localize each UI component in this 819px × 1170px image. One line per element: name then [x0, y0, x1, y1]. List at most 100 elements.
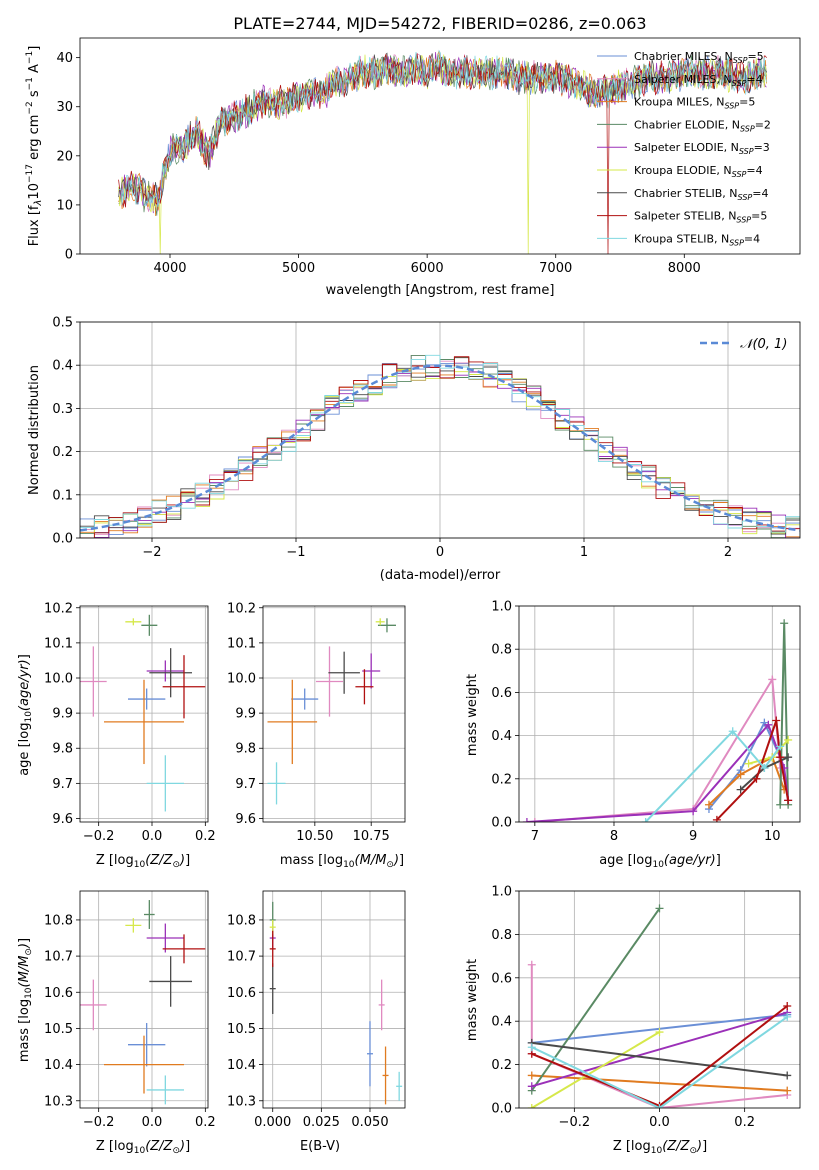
legend-entry: Chabrier MILES, NSSP=5 [634, 50, 764, 65]
series-marker [736, 785, 745, 794]
p5-xlabel: age [log10(age/yr)] [599, 853, 721, 870]
y-tick-label: 0.0 [491, 1102, 512, 1117]
y-tick-label: 10.3 [44, 1094, 73, 1109]
series-line [530, 907, 661, 1092]
spectrum-legend: Chabrier MILES, NSSP=5 Salpeter MILES, NS… [597, 50, 771, 247]
series-marker [704, 800, 713, 809]
p8-ylabel: mass weight [465, 959, 480, 1041]
y-tick-label: 10.8 [44, 913, 73, 928]
x-tick-label: 6000 [411, 261, 444, 276]
mass-vs-ebv-panel: 0.000 0.025 0.050 10.3 10.4 10.5 10.6 10.7 10.8 [227, 890, 406, 1130]
x-tick-label: 10.50 [296, 829, 333, 844]
y-tick-label: 10.0 [227, 672, 256, 687]
x-tick-label: 0.2 [734, 1115, 755, 1130]
series-line [644, 729, 782, 822]
x-tick-label: −2 [142, 545, 161, 560]
legend-entry: Kroupa MILES, NSSP=5 [634, 96, 755, 111]
series-marker [712, 815, 721, 822]
series-marker [527, 1043, 536, 1052]
y-tick-label: 9.8 [52, 742, 73, 757]
histogram-xlabel: (data-model)/error [380, 568, 501, 583]
y-tick-label: 10.2 [227, 601, 256, 616]
y-tick-label: 10.0 [44, 672, 73, 687]
series-lines [527, 904, 792, 1108]
y-tick-label: 1.0 [491, 885, 512, 900]
x-tick-label: −0.2 [83, 1115, 115, 1130]
series-line [531, 1074, 788, 1092]
legend-entry: Kroupa STELIB, NSSP=4 [634, 232, 760, 247]
x-tick-label: −0.2 [559, 1115, 591, 1130]
y-tick-label: 0.8 [491, 928, 512, 943]
y-tick-label: 0.4 [491, 729, 512, 744]
y-tick-label: 0.1 [52, 488, 73, 503]
legend-entry: Salpeter STELIB, NSSP=5 [634, 210, 767, 225]
x-tick-label: 10.75 [353, 829, 390, 844]
y-tick-label: 9.7 [52, 777, 73, 792]
mass-weight-vs-age-panel: 7 8 9 10 0.0 0.2 0.4 0.6 0.8 1.0 [491, 600, 801, 844]
x-tick-label: 0.025 [303, 1115, 340, 1130]
y-tick-label: 10.8 [227, 913, 256, 928]
y-tick-label: 10.7 [44, 950, 73, 965]
histogram-bars [80, 354, 800, 538]
series-marker [744, 759, 753, 768]
x-tick-label: 0 [436, 545, 444, 560]
series-marker [527, 960, 536, 969]
series-line [530, 964, 788, 1108]
y-tick-label: 0.2 [52, 445, 73, 460]
x-tick-label: 0.2 [195, 1115, 216, 1130]
series-marker [783, 1071, 792, 1080]
series-marker [776, 800, 785, 809]
y-tick-label: 10.5 [227, 1022, 256, 1037]
y-tick-label: 20 [56, 149, 73, 164]
axes-frame [262, 605, 406, 823]
axes-frame [262, 890, 406, 1109]
y-tick-label: 0 [65, 248, 73, 263]
x-tick-label: −1 [286, 545, 305, 560]
svg-text:𝒩(0, 1): 𝒩(0, 1) [740, 337, 787, 352]
axes-frame [79, 37, 801, 255]
axes-frame [79, 321, 801, 539]
series-marker [655, 1104, 664, 1108]
y-tick-label: 0.3 [52, 402, 73, 417]
series-marker [784, 796, 793, 805]
axes-frame [79, 890, 209, 1109]
p3-ylabel: age [log10(age/yr)] [17, 654, 34, 776]
figure-title: PLATE=2744, MJD=54272, FIBERID=0286, z=0… [233, 14, 646, 33]
y-tick-label: 10.1 [227, 636, 256, 651]
x-tick-label: 5000 [282, 261, 315, 276]
mass-vs-metallicity-panel: −0.2 0.0 0.2 10.3 10.4 10.5 10.6 10.7 10.8 [44, 890, 216, 1130]
series-line [534, 676, 782, 822]
series-line [531, 1031, 661, 1108]
y-tick-label: 9.9 [235, 707, 256, 722]
mass-weight-vs-metallicity-panel: −0.2 0.0 0.2 0.0 0.2 0.4 0.6 0.8 1.0 [491, 885, 801, 1130]
x-tick-label: 0.2 [195, 829, 216, 844]
x-tick-label: 0.000 [254, 1115, 291, 1130]
series-marker [641, 818, 650, 822]
x-tick-label: 0.0 [649, 1115, 670, 1130]
y-tick-label: 10.4 [227, 1058, 256, 1073]
y-tick-label: 9.6 [235, 812, 256, 827]
series-marker [776, 753, 785, 762]
y-tick-label: 10 [56, 198, 73, 213]
residual-histogram-panel: −2 −1 0 1 2 0.0 0.1 0.2 0.3 0.4 0.5 [52, 316, 801, 560]
y-tick-label: 10.4 [44, 1058, 73, 1073]
axes-frame [79, 605, 209, 823]
series-marker [780, 619, 789, 628]
y-tick-label: 10.6 [44, 986, 73, 1001]
x-tick-label: 0.0 [142, 829, 163, 844]
y-tick-label: 0.6 [491, 971, 512, 986]
histogram-ylabel: Normed distribution [27, 365, 42, 495]
y-tick-label: 40 [56, 51, 73, 66]
series-line [531, 1016, 788, 1108]
histogram-step [80, 354, 800, 538]
series-marker [527, 1071, 536, 1080]
legend-entry: Salpeter ELODIE, NSSP=3 [634, 141, 770, 156]
y-tick-label: 0.8 [491, 643, 512, 658]
y-tick-label: 0.2 [491, 772, 512, 787]
y-tick-label: 9.6 [52, 812, 73, 827]
p4-xlabel: mass [log10(M/M⊙)] [280, 853, 404, 870]
series-marker [764, 720, 773, 729]
series-marker [752, 774, 761, 783]
legend-entry: Chabrier STELIB, NSSP=4 [634, 187, 768, 202]
y-tick-label: 10.1 [44, 636, 73, 651]
